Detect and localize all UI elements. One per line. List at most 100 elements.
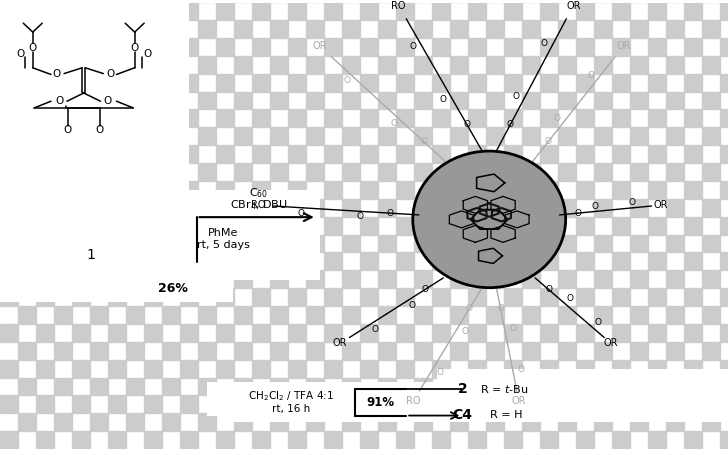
Bar (666, 413, 684, 431)
Bar (54, 378, 72, 396)
Text: 1: 1 (87, 248, 95, 262)
Text: O: O (462, 326, 469, 335)
Bar (450, 413, 468, 431)
Bar (198, 234, 216, 252)
Bar (270, 92, 288, 110)
Bar (648, 216, 666, 234)
Bar (18, 20, 36, 38)
Bar (144, 360, 162, 378)
Bar (306, 270, 324, 288)
Bar (252, 288, 270, 306)
Bar (36, 360, 54, 378)
Text: OR: OR (312, 41, 327, 51)
Bar (360, 110, 378, 127)
Bar (576, 288, 594, 306)
Bar (414, 92, 432, 110)
Text: O: O (553, 114, 561, 123)
Bar (666, 0, 684, 2)
Bar (648, 2, 666, 20)
Bar (468, 181, 486, 199)
Bar (288, 181, 306, 199)
Bar (612, 145, 630, 163)
Text: O: O (587, 71, 594, 80)
Bar (72, 145, 90, 163)
Text: O: O (106, 69, 115, 79)
Bar (594, 127, 612, 145)
Bar (504, 431, 522, 449)
Bar (360, 431, 378, 449)
Bar (198, 199, 216, 216)
Bar (437, 369, 728, 422)
Bar (90, 378, 108, 396)
Bar (342, 378, 360, 396)
Bar (126, 0, 144, 2)
Bar (126, 56, 144, 74)
Bar (558, 378, 576, 396)
Text: O: O (545, 137, 552, 146)
Bar (396, 74, 414, 92)
Text: C4: C4 (452, 408, 472, 422)
Text: O: O (513, 92, 520, 101)
Bar (432, 288, 450, 306)
Bar (468, 110, 486, 127)
Bar (378, 270, 396, 288)
Bar (702, 20, 720, 38)
Text: rt, 16 h: rt, 16 h (272, 404, 310, 414)
Bar (126, 20, 144, 38)
Bar (180, 181, 198, 199)
Bar (306, 0, 324, 2)
Bar (72, 38, 90, 56)
Bar (342, 199, 360, 216)
Bar (432, 252, 450, 270)
Bar (108, 181, 126, 199)
Bar (18, 163, 36, 181)
Bar (18, 0, 36, 2)
Bar (486, 127, 504, 145)
Bar (90, 199, 108, 216)
Bar (54, 0, 72, 2)
Bar (684, 2, 702, 20)
Bar (162, 56, 180, 74)
Bar (612, 396, 630, 413)
Bar (288, 38, 306, 56)
Bar (576, 216, 594, 234)
Bar (630, 306, 648, 324)
Bar (450, 234, 468, 252)
Text: O: O (594, 318, 601, 327)
Bar (540, 252, 558, 270)
Bar (594, 199, 612, 216)
Text: O: O (387, 209, 393, 218)
Bar (198, 92, 216, 110)
Bar (414, 20, 432, 38)
Bar (450, 342, 468, 360)
Bar (666, 92, 684, 110)
Bar (630, 234, 648, 252)
Text: O: O (371, 325, 378, 334)
Bar (576, 431, 594, 449)
Bar (234, 306, 252, 324)
Bar (540, 38, 558, 56)
Bar (522, 306, 540, 324)
Bar (180, 324, 198, 342)
Bar (720, 2, 728, 20)
Bar (270, 413, 288, 431)
Text: O: O (497, 304, 504, 313)
Bar (666, 163, 684, 181)
Bar (360, 38, 378, 56)
Bar (216, 181, 234, 199)
Bar (198, 0, 216, 2)
Bar (216, 431, 234, 449)
Bar (126, 378, 144, 396)
Bar (288, 74, 306, 92)
Bar (54, 127, 72, 145)
Bar (0, 74, 18, 92)
Bar (36, 396, 54, 413)
Bar (198, 306, 216, 324)
Bar (576, 181, 594, 199)
Bar (306, 20, 324, 38)
Bar (522, 56, 540, 74)
Bar (594, 56, 612, 74)
Bar (180, 252, 198, 270)
Bar (216, 252, 234, 270)
Bar (522, 127, 540, 145)
